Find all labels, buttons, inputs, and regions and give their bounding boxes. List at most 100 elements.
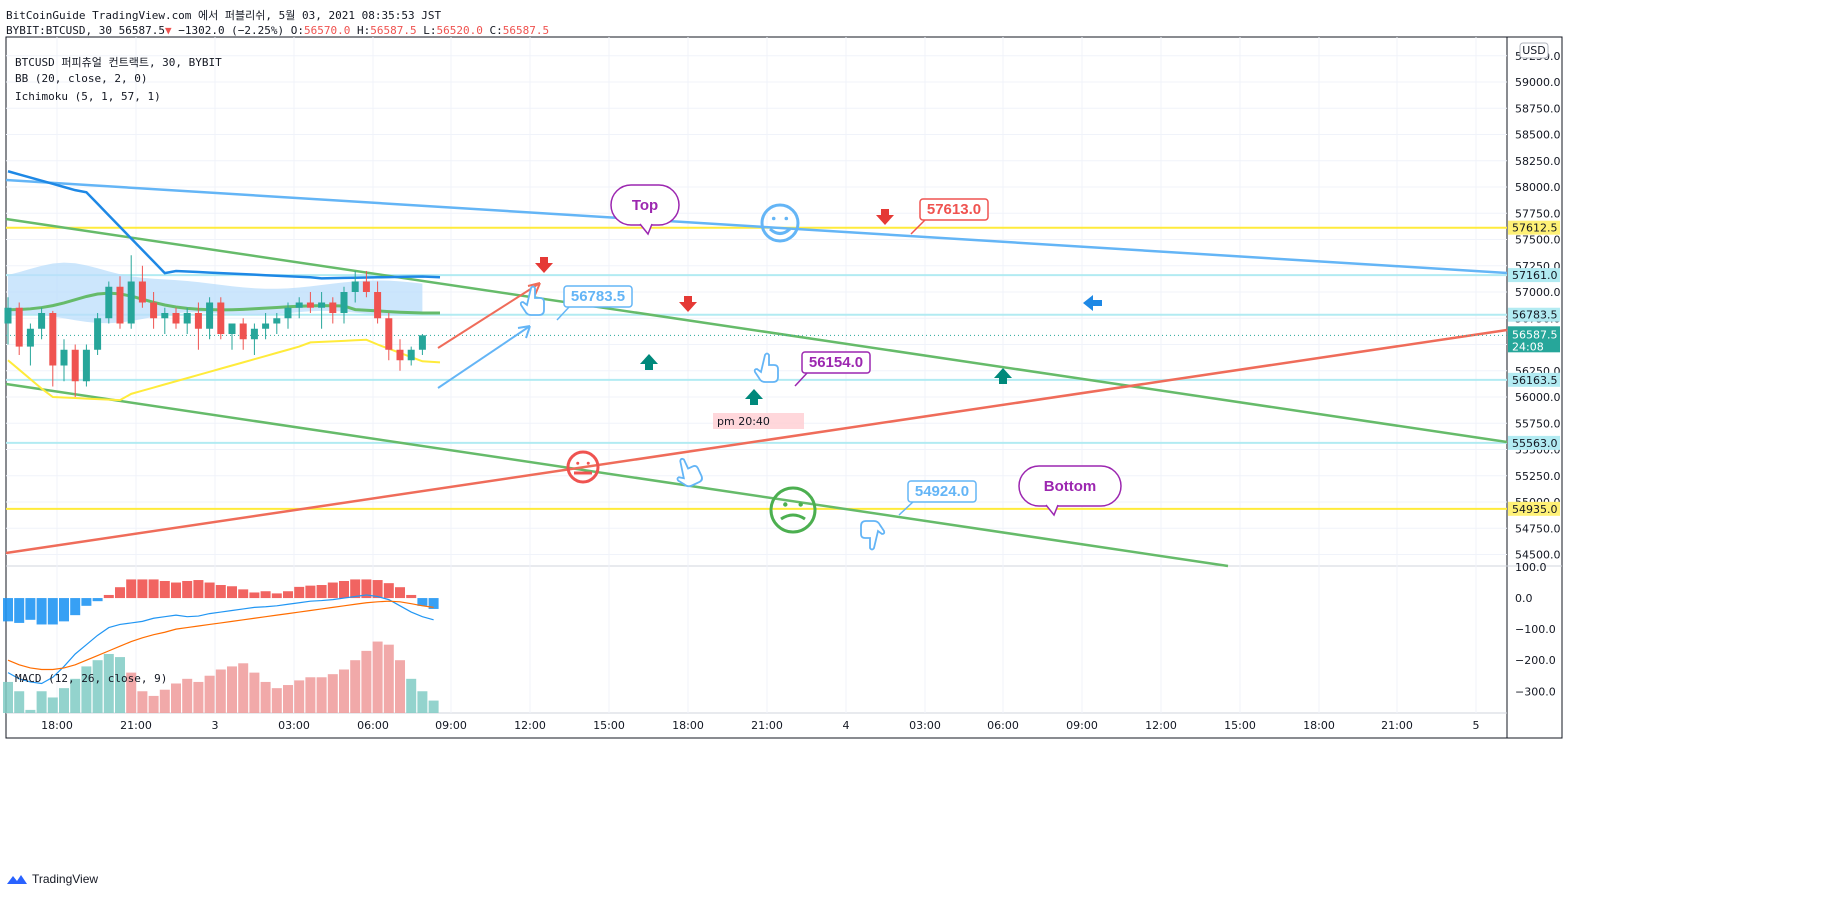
neutral-face-icon[interactable] xyxy=(566,450,600,484)
candle-body[interactable] xyxy=(396,349,404,361)
macd-histogram-bar[interactable] xyxy=(193,580,204,599)
up-arrow-icon[interactable] xyxy=(994,368,1012,384)
macd-histogram-bar[interactable] xyxy=(137,579,148,599)
candle-body[interactable] xyxy=(306,302,314,308)
candle-body[interactable] xyxy=(26,328,34,347)
up-arrow-icon[interactable] xyxy=(640,354,658,370)
left-arrow-icon[interactable] xyxy=(1083,295,1102,311)
candle-body[interactable] xyxy=(4,307,12,324)
candle-body[interactable] xyxy=(161,313,169,319)
macd-histogram-bar[interactable] xyxy=(70,598,81,616)
candle-body[interactable] xyxy=(217,302,225,335)
candle-body[interactable] xyxy=(38,313,46,329)
candle-body[interactable] xyxy=(127,281,135,324)
smiley-face-icon[interactable] xyxy=(760,203,800,243)
candle-body[interactable] xyxy=(105,286,113,319)
candle-body[interactable] xyxy=(273,318,281,324)
candle-body[interactable] xyxy=(340,292,348,313)
macd-histogram-bar[interactable] xyxy=(171,582,181,599)
macd-histogram-bar[interactable] xyxy=(215,585,226,599)
candle-body[interactable] xyxy=(228,323,236,335)
pointing-hand-icon[interactable] xyxy=(519,285,545,316)
macd-histogram-bar[interactable] xyxy=(350,579,361,599)
macd-histogram-bar[interactable] xyxy=(327,582,338,599)
macd-histogram-bar[interactable] xyxy=(294,586,305,599)
up-arrow-icon[interactable] xyxy=(745,389,763,405)
legend-ichimoku[interactable]: Ichimoku (5, 1, 57, 1) xyxy=(15,90,161,103)
candle-body[interactable] xyxy=(239,323,247,340)
macd-histogram-bar[interactable] xyxy=(115,587,125,599)
price-tag-56783[interactable]: 56783.5 xyxy=(556,285,633,321)
candle-body[interactable] xyxy=(385,318,393,350)
macd-histogram-bar[interactable] xyxy=(283,591,293,599)
macd-histogram-bar[interactable] xyxy=(395,587,405,599)
macd-histogram-bar[interactable] xyxy=(103,594,114,599)
macd-histogram-bar[interactable] xyxy=(361,579,372,599)
candle-body[interactable] xyxy=(138,281,146,303)
macd-histogram-bar[interactable] xyxy=(14,598,25,623)
blue-trendline[interactable] xyxy=(5,178,1508,275)
green-lower-trendline[interactable] xyxy=(5,382,1229,568)
price-tag-54924[interactable]: 54924.0 xyxy=(898,480,977,516)
candle-body[interactable] xyxy=(150,302,158,319)
candle-body[interactable] xyxy=(15,307,23,347)
macd-histogram-bar[interactable] xyxy=(260,591,271,599)
down-arrow-icon[interactable] xyxy=(535,257,553,273)
macd-histogram-bar[interactable] xyxy=(148,579,159,599)
tradingview-logo[interactable]: TradingView xyxy=(6,872,98,886)
time-note-box[interactable] xyxy=(713,413,804,429)
candle-body[interactable] xyxy=(318,302,326,308)
macd-histogram-bar[interactable] xyxy=(126,579,137,599)
currency-badge[interactable] xyxy=(1519,42,1549,59)
macd-histogram-bar[interactable] xyxy=(81,598,92,606)
macd-histogram-bar[interactable] xyxy=(305,585,316,599)
pointing-hand-icon[interactable] xyxy=(860,520,886,551)
candle-body[interactable] xyxy=(262,323,270,329)
candle-body[interactable] xyxy=(49,313,57,366)
candle-body[interactable] xyxy=(329,302,337,314)
green-upper-trendline[interactable] xyxy=(5,217,1508,444)
projection-arrow-red[interactable] xyxy=(437,282,541,349)
legend-title[interactable]: BTCUSD 퍼피츄얼 컨트랙트, 30, BYBIT xyxy=(15,56,222,69)
macd-histogram-bar[interactable] xyxy=(227,586,237,599)
macd-histogram-bar[interactable] xyxy=(159,580,170,599)
top-callout[interactable]: Top xyxy=(610,184,680,236)
candle-body[interactable] xyxy=(206,302,214,329)
candle-body[interactable] xyxy=(284,307,292,319)
red-trendline[interactable] xyxy=(5,328,1508,555)
candle-body[interactable] xyxy=(60,349,68,366)
macd-histogram-bar[interactable] xyxy=(383,583,394,599)
macd-histogram-bar[interactable] xyxy=(182,580,193,599)
candle-body[interactable] xyxy=(351,281,359,293)
macd-histogram-bar[interactable] xyxy=(47,598,58,625)
macd-histogram-bar[interactable] xyxy=(249,592,260,599)
pointing-hand-icon[interactable] xyxy=(753,352,779,383)
macd-histogram-bar[interactable] xyxy=(25,598,36,620)
macd-histogram-bar[interactable] xyxy=(406,594,417,599)
candle-body[interactable] xyxy=(194,313,202,329)
macd-histogram-bar[interactable] xyxy=(92,598,103,602)
macd-histogram-bar[interactable] xyxy=(59,598,69,622)
macd-histogram-bar[interactable] xyxy=(428,598,439,609)
macd-histogram-bar[interactable] xyxy=(417,598,428,606)
pointing-hand-icon[interactable] xyxy=(670,454,703,490)
candle-body[interactable] xyxy=(407,349,415,361)
down-arrow-icon[interactable] xyxy=(876,209,894,225)
down-arrow-icon[interactable] xyxy=(679,296,697,312)
candle-body[interactable] xyxy=(295,302,303,308)
macd-histogram-bar[interactable] xyxy=(316,585,327,599)
candle-body[interactable] xyxy=(82,349,90,382)
price-tag-56154[interactable]: 56154.0 xyxy=(794,351,871,387)
macd-histogram-bar[interactable] xyxy=(36,598,47,625)
macd-histogram-bar[interactable] xyxy=(204,582,215,599)
candle-body[interactable] xyxy=(116,286,124,324)
candle-body[interactable] xyxy=(71,349,79,382)
macd-histogram-bar[interactable] xyxy=(339,580,349,599)
legend-macd[interactable]: MACD (12, 26, close, 9) xyxy=(15,672,168,685)
bottom-callout[interactable]: Bottom xyxy=(1018,465,1122,517)
projection-arrow-blue[interactable] xyxy=(437,325,531,389)
macd-histogram-bar[interactable] xyxy=(3,598,13,622)
candle-body[interactable] xyxy=(250,328,258,340)
candle-body[interactable] xyxy=(172,313,180,324)
